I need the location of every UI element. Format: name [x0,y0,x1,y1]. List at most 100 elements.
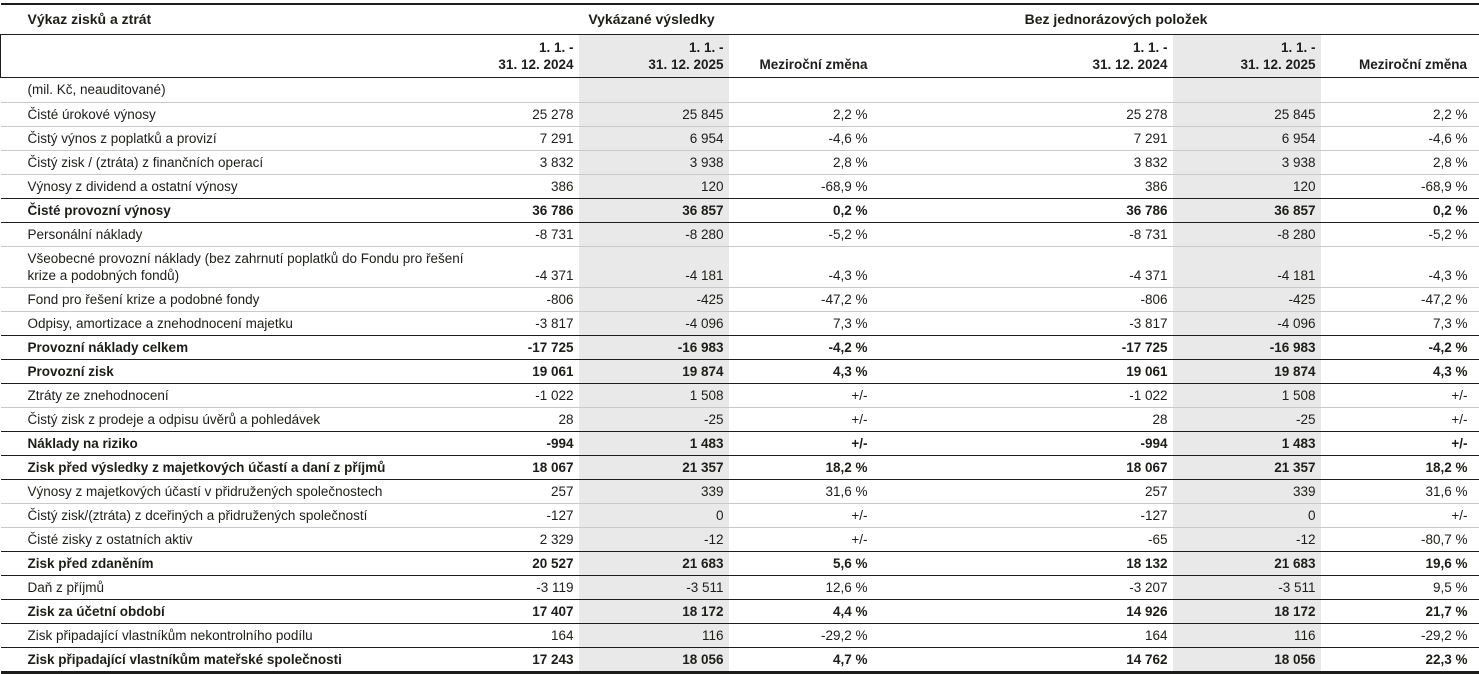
value-reported-2024: 19 061 [481,360,579,384]
table-row: Čistý zisk z prodeje a odpisu úvěrů a po… [1,408,1479,432]
value-reported-2024: 386 [481,175,579,199]
value-adjusted-change: +/- [1321,408,1479,432]
row-label: Fond pro řešení krize a podobné fondy [1,288,481,312]
value-reported-2025: 1 508 [579,384,729,408]
value-reported-change: 0,2 % [729,199,873,223]
table-row: Výnosy z majetkových účastí v přidružený… [1,480,1479,504]
col-header-adjusted-2024: 1. 1. - 31. 12. 2024 [873,35,1173,78]
row-label: Zisk před zdaněním [1,552,481,576]
value-adjusted-change: -5,2 % [1321,223,1479,247]
value-adjusted-2025: -12 [1173,528,1321,552]
value-adjusted-2025: 116 [1173,624,1321,648]
value-reported-2025: 19 874 [579,360,729,384]
period-header-spacer [1,35,481,78]
title-row: Výkaz zisků a ztrát Vykázané výsledky Be… [1,4,1479,35]
value-adjusted-2024: -1 022 [873,384,1173,408]
value-adjusted-2025: -4 181 [1173,247,1321,288]
value-adjusted-2024: -994 [873,432,1173,456]
value-adjusted-2024: -4 371 [873,247,1173,288]
row-label: Daň z příjmů [1,576,481,600]
value-reported-2024: 2 329 [481,528,579,552]
value-adjusted-2024: 19 061 [873,360,1173,384]
row-label: Náklady na riziko [1,432,481,456]
row-label: Čisté úrokové výnosy [1,103,481,127]
value-adjusted-change: -68,9 % [1321,175,1479,199]
value-reported-2025: 3 938 [579,151,729,175]
value-adjusted-2024: 28 [873,408,1173,432]
value-adjusted-change: -29,2 % [1321,624,1479,648]
value-adjusted-2025: 18 172 [1173,600,1321,624]
value-reported-2025: 18 172 [579,600,729,624]
value-reported-2025: -8 280 [579,223,729,247]
value-reported-2025: -3 511 [579,576,729,600]
row-label: Zisk za účetní období [1,600,481,624]
value-reported-change: -29,2 % [729,624,873,648]
value-reported-2024: 28 [481,408,579,432]
value-reported-2025: 21 357 [579,456,729,480]
value-adjusted-2024: 36 786 [873,199,1173,223]
value-reported-2024: 36 786 [481,199,579,223]
value-reported-2025: 36 857 [579,199,729,223]
value-reported-2025: 1 483 [579,432,729,456]
value-reported-2025: 116 [579,624,729,648]
value-adjusted-change: 0,2 % [1321,199,1479,223]
value-adjusted-2024: -3 817 [873,312,1173,336]
table-row: Fond pro řešení krize a podobné fondy-80… [1,288,1479,312]
value-adjusted-change: -4,6 % [1321,127,1479,151]
value-reported-change: 18,2 % [729,456,873,480]
row-label: Čistý zisk/(ztráta) z dceřiných a přidru… [1,504,481,528]
value-reported-change: 4,3 % [729,360,873,384]
col-header-adjusted-change: Meziroční změna [1321,35,1479,78]
page-title: Výkaz zisků a ztrát [1,4,481,35]
value-adjusted-2025: 21 683 [1173,552,1321,576]
value-adjusted-2024: 3 832 [873,151,1173,175]
value-adjusted-2025: 0 [1173,504,1321,528]
value-adjusted-change: 7,3 % [1321,312,1479,336]
group-header-excluding-one-offs: Bez jednorázových položek [873,4,1479,35]
value-reported-2024: 257 [481,480,579,504]
value-adjusted-change: -80,7 % [1321,528,1479,552]
value-reported-change: 7,3 % [729,312,873,336]
value-reported-2024: 25 278 [481,103,579,127]
value-adjusted-2024: 7 291 [873,127,1173,151]
col-header-adjusted-2025: 1. 1. - 31. 12. 2025 [1173,35,1321,78]
row-label: Odpisy, amortizace a znehodnocení majetk… [1,312,481,336]
value-adjusted-2024: 25 278 [873,103,1173,127]
value-reported-change: -4,3 % [729,247,873,288]
value-reported-change: -68,9 % [729,175,873,199]
value-reported-change: 2,8 % [729,151,873,175]
value-adjusted-2025: -4 096 [1173,312,1321,336]
value-reported-change: 4,4 % [729,600,873,624]
row-label: Čistý zisk / (ztráta) z finančních opera… [1,151,481,175]
value-reported-2024: 3 832 [481,151,579,175]
value-adjusted-2025: 25 845 [1173,103,1321,127]
value-adjusted-change: -4,2 % [1321,336,1479,360]
value-reported-2024: 164 [481,624,579,648]
row-label: Výnosy z majetkových účastí v přidružený… [1,480,481,504]
value-reported-change: -47,2 % [729,288,873,312]
row-label: Čisté provozní výnosy [1,199,481,223]
value-reported-2025: 21 683 [579,552,729,576]
value-reported-change: 2,2 % [729,103,873,127]
value-adjusted-2024: -65 [873,528,1173,552]
value-adjusted-2025: 339 [1173,480,1321,504]
value-adjusted-2025: -3 511 [1173,576,1321,600]
value-reported-2025: -4 181 [579,247,729,288]
row-label: Čisté zisky z ostatních aktiv [1,528,481,552]
value-adjusted-2025: 19 874 [1173,360,1321,384]
unit-note: (mil. Kč, neauditované) [1,78,481,103]
value-reported-2025: -25 [579,408,729,432]
table-row: Personální náklady-8 731-8 280-5,2 %-8 7… [1,223,1479,247]
period-header-row: 1. 1. - 31. 12. 2024 1. 1. - 31. 12. 202… [1,35,1479,78]
value-adjusted-change: +/- [1321,432,1479,456]
value-adjusted-change: 18,2 % [1321,456,1479,480]
value-adjusted-2024: 18 067 [873,456,1173,480]
col-header-reported-2025: 1. 1. - 31. 12. 2025 [579,35,729,78]
value-adjusted-change: -47,2 % [1321,288,1479,312]
